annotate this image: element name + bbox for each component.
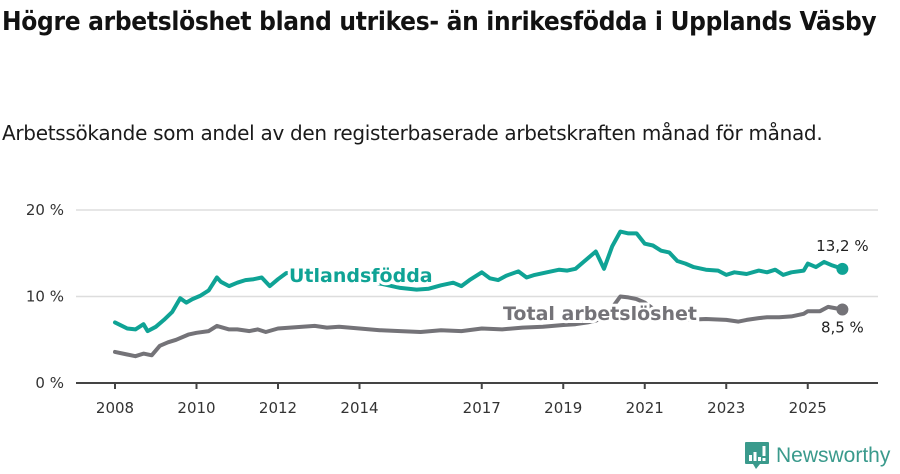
x-axis: 2008 2010 2012 2014 2017 2019 2021 2023 2025 (76, 382, 878, 417)
series-label-utlandsfodda: Utlandsfödda (289, 265, 433, 287)
utlandsfodda-line (113, 229, 845, 334)
series-label-total: Total arbetslöshet (503, 303, 697, 325)
chart-subtitle: Arbetssökande som andel av den registerb… (2, 121, 823, 145)
x-tick-label: 2025 (789, 399, 827, 417)
series-labels: 13,2 % 8,5 % Utlandsfödda Total arbetslöshe… (286, 237, 869, 337)
x-tick-label: 2017 (463, 399, 501, 417)
total-arbetsloshet-line (113, 294, 845, 359)
end-value-label: 8,5 % (821, 318, 864, 336)
y-tick-label: 0 % (35, 374, 64, 392)
x-tick-label: 2012 (259, 399, 297, 417)
newsworthy-logo[interactable]: Newsworthy (744, 441, 890, 471)
series-lines (113, 229, 849, 359)
x-tick-label: 2008 (96, 399, 134, 417)
end-point-marker (836, 262, 849, 275)
x-tick-label: 2023 (707, 399, 745, 417)
x-tick-label: 2021 (626, 399, 664, 417)
chart-title: Högre arbetslöshet bland utrikes- än inr… (2, 7, 877, 37)
end-point-marker (836, 303, 849, 316)
y-axis-labels: 0 % 10 % 20 % (26, 201, 64, 392)
x-tick-label: 2019 (544, 399, 582, 417)
x-tick-label: 2010 (177, 399, 215, 417)
end-value-label: 13,2 % (816, 237, 868, 255)
y-tick-label: 10 % (26, 288, 64, 306)
gridlines (76, 209, 878, 298)
brand-name: Newsworthy (776, 444, 891, 467)
y-tick-label: 20 % (26, 201, 64, 219)
newsworthy-chart-bubble-icon (745, 442, 769, 469)
x-tick-label: 2014 (340, 399, 378, 417)
